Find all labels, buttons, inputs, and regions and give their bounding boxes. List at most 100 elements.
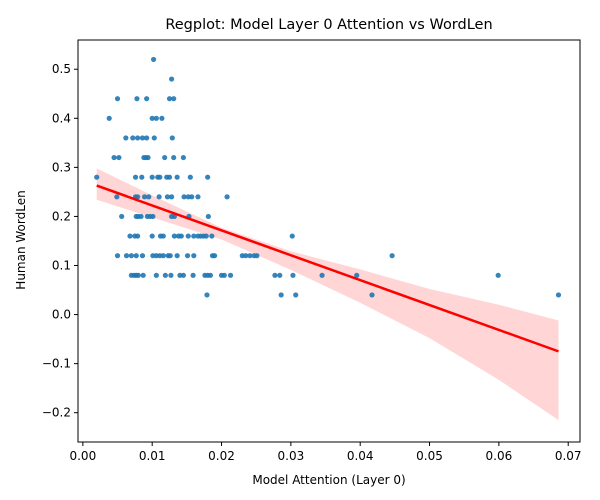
data-point (191, 233, 197, 239)
x-tick-label: 0.05 (416, 449, 443, 463)
data-point (180, 154, 186, 161)
data-point (139, 174, 145, 180)
y-axis-label: Human WordLen (14, 190, 28, 289)
data-point (146, 194, 152, 200)
plot-area (94, 56, 562, 421)
data-point (135, 233, 141, 239)
data-point (180, 272, 186, 278)
data-point (187, 174, 193, 180)
data-point (138, 213, 144, 220)
y-tick-label: 0.0 (52, 308, 71, 322)
y-tick-label: −0.2 (42, 406, 71, 420)
data-point (293, 292, 299, 298)
data-point (134, 96, 140, 102)
data-point (207, 272, 214, 278)
x-tick-label: 0.03 (278, 449, 305, 463)
data-point (204, 292, 210, 298)
data-point (181, 194, 187, 200)
y-tick-label: 0.5 (52, 62, 71, 76)
data-point (191, 253, 197, 259)
data-point (243, 253, 249, 259)
data-point (211, 253, 218, 259)
data-point (123, 135, 129, 141)
data-point (140, 272, 146, 278)
x-tick-label: 0.02 (208, 449, 235, 463)
data-point (135, 135, 141, 141)
data-point (132, 174, 139, 180)
data-point (135, 272, 141, 278)
data-point (128, 253, 134, 259)
data-point (139, 135, 146, 141)
data-point (162, 154, 168, 161)
data-point (133, 253, 139, 259)
data-point (289, 233, 295, 239)
regression-line (96, 184, 559, 353)
data-point (157, 174, 163, 180)
data-point (150, 56, 157, 63)
data-point (94, 174, 100, 180)
data-point (144, 96, 150, 102)
data-point (116, 154, 122, 161)
data-point (205, 174, 211, 180)
data-point (205, 213, 211, 220)
data-point (130, 135, 136, 141)
data-point (555, 292, 562, 298)
confidence-band (96, 168, 559, 421)
data-point (278, 292, 284, 298)
data-point (156, 194, 162, 200)
data-point (119, 213, 125, 220)
x-tick-label: 0.04 (347, 449, 374, 463)
data-point (150, 213, 156, 220)
data-point (139, 253, 146, 259)
data-point (153, 115, 159, 121)
data-point (141, 194, 148, 200)
data-point (247, 253, 253, 259)
data-point (221, 272, 227, 278)
data-point (149, 233, 155, 239)
data-point (160, 233, 166, 239)
data-point (354, 272, 360, 278)
data-point (144, 135, 150, 141)
data-point (111, 154, 117, 161)
data-point (184, 253, 191, 259)
data-point (123, 253, 130, 259)
data-point (164, 194, 171, 200)
data-point (389, 253, 395, 259)
y-tick-label: 0.2 (52, 209, 71, 223)
data-point (149, 115, 155, 121)
data-point (145, 154, 151, 161)
data-point (290, 272, 296, 278)
data-point (168, 272, 174, 278)
y-tick-label: 0.3 (52, 160, 71, 174)
data-point (135, 194, 141, 200)
x-tick-label: 0.07 (555, 449, 582, 463)
data-point (189, 194, 195, 200)
data-point (114, 194, 120, 200)
axes-frame (77, 39, 581, 443)
chart-title: Regplot: Model Layer 0 Attention vs Word… (165, 17, 492, 33)
data-point (171, 233, 177, 239)
data-point (127, 233, 133, 239)
data-point (159, 115, 165, 121)
data-point (160, 253, 166, 259)
data-point (277, 272, 283, 278)
y-tick-label: −0.1 (42, 357, 71, 371)
data-point (169, 135, 175, 141)
data-point (224, 194, 230, 200)
y-tick-label: 0.1 (52, 259, 71, 273)
data-point (167, 253, 173, 259)
data-point (272, 272, 278, 278)
data-point (106, 115, 112, 121)
x-tick-label: 0.06 (486, 449, 513, 463)
data-point (209, 233, 215, 239)
x-axis-label: Model Attention (Layer 0) (252, 473, 405, 487)
data-point (169, 76, 175, 82)
data-point (495, 272, 501, 278)
data-point (149, 174, 155, 180)
data-point (169, 194, 175, 200)
data-point (151, 135, 157, 141)
data-point (203, 233, 209, 239)
x-tick-label: 0.01 (139, 449, 166, 463)
data-point (171, 154, 177, 161)
data-point (319, 272, 325, 278)
